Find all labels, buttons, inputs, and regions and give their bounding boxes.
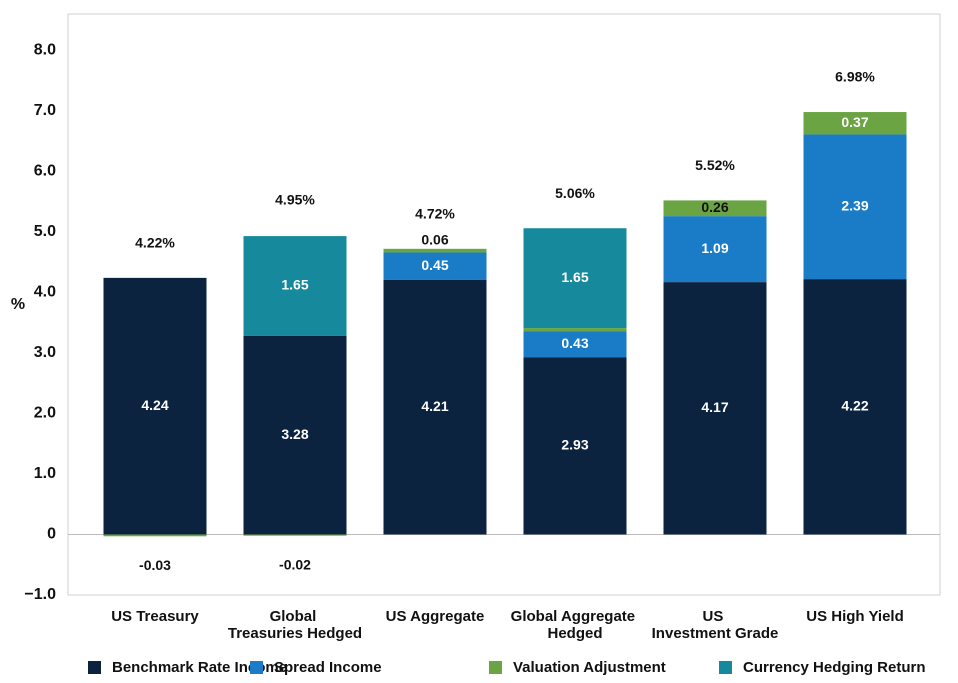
data-label: -0.03 (139, 557, 171, 573)
data-label: 0.06 (421, 232, 448, 248)
y-tick-label: 4.0 (34, 284, 56, 301)
bar-segment (383, 279, 487, 535)
data-label: 1.65 (561, 269, 588, 285)
legend-swatch (489, 661, 502, 674)
legend-swatch (88, 661, 101, 674)
data-label: 0.43 (561, 335, 588, 351)
y-tick-label: 7.0 (34, 102, 56, 119)
y-tick-label: 6.0 (34, 163, 56, 180)
legend-label: Spread Income (274, 659, 382, 676)
y-tick-label: 5.0 (34, 223, 56, 240)
x-tick-label: US Investment Grade (652, 608, 779, 642)
y-tick-label: −1.0 (24, 586, 56, 603)
data-label: 2.39 (841, 197, 868, 213)
bar-segment (523, 328, 627, 332)
bar-segment (663, 200, 767, 217)
bar-segment (103, 534, 207, 537)
y-tick-label: 8.0 (34, 42, 56, 59)
total-label: 4.22% (135, 235, 175, 251)
y-tick-label: 2.0 (34, 405, 56, 422)
bar-segment (243, 335, 347, 535)
bar-segment (383, 248, 487, 253)
bar-segment (663, 216, 767, 283)
y-tick-label: 1.0 (34, 465, 56, 482)
total-label: 4.95% (275, 192, 315, 208)
plot-frame (67, 13, 941, 596)
legend-swatch (250, 661, 263, 674)
x-tick-label: US Aggregate (386, 608, 485, 625)
x-tick-label: Global Aggregate Hedged (511, 608, 640, 642)
total-label: 6.98% (835, 69, 875, 85)
total-label: 4.72% (415, 206, 455, 222)
data-label: 4.22 (841, 397, 868, 413)
legend-label: Currency Hedging Return (743, 659, 926, 676)
bar-segment (523, 331, 627, 358)
data-label: 4.17 (701, 399, 728, 415)
data-label: 1.09 (701, 240, 728, 256)
bar-segment (803, 279, 907, 535)
x-tick-label: Global Treasuries Hedged (228, 608, 362, 642)
x-tick-label: US Treasury (111, 608, 199, 625)
data-label: 4.24 (141, 397, 168, 413)
bar-segment (523, 357, 627, 535)
bar-segment (523, 228, 627, 329)
y-tick-label: 0 (47, 526, 56, 543)
y-tick-label: 3.0 (34, 344, 56, 361)
bar-segment (243, 236, 347, 336)
y-axis-label: % (11, 296, 25, 313)
bar-segment (383, 252, 487, 280)
total-label: 5.06% (555, 185, 595, 201)
bar-segment (803, 112, 907, 135)
bar-segment (103, 277, 207, 535)
data-label: 0.45 (421, 257, 448, 273)
data-label: 0.37 (841, 114, 868, 130)
data-label: 0.26 (701, 199, 728, 215)
data-label: -0.02 (279, 556, 311, 572)
bar-segment (803, 134, 907, 280)
bar-segment (663, 282, 767, 535)
legend-label: Valuation Adjustment (513, 659, 666, 676)
legend-label: Benchmark Rate Income (112, 659, 287, 676)
x-tick-label: US High Yield (806, 608, 904, 625)
legend-swatch (719, 661, 732, 674)
data-label: 1.65 (281, 277, 308, 293)
data-label: 2.93 (561, 437, 588, 453)
data-label: 4.21 (421, 398, 448, 414)
total-label: 5.52% (695, 157, 735, 173)
bar-segment (243, 534, 347, 536)
data-label: 3.28 (281, 426, 308, 442)
